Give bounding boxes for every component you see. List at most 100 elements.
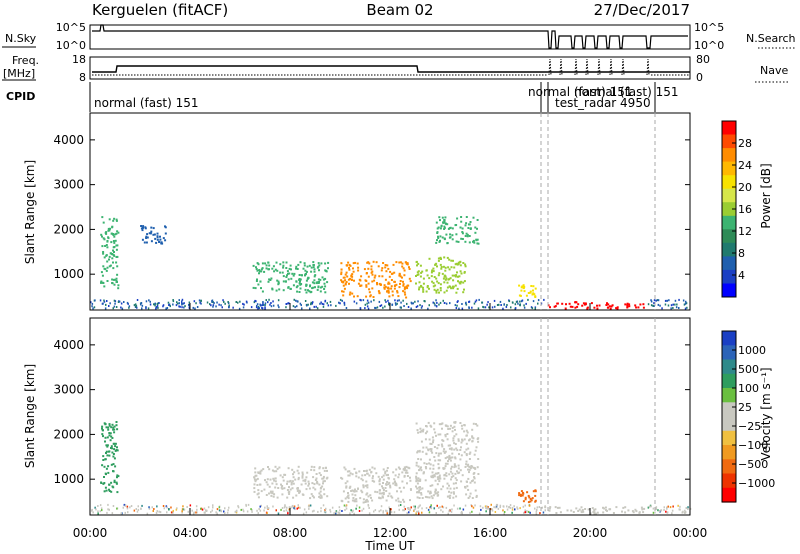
echo-cell [461, 232, 464, 235]
echo-cell [684, 302, 687, 305]
echo-cell [341, 290, 343, 293]
echo-cell [366, 472, 369, 475]
echo-cell [313, 268, 316, 271]
echo-cell [398, 274, 401, 277]
echo-cell [523, 511, 525, 514]
echo-cell [473, 302, 476, 305]
echo-cell [224, 507, 226, 510]
echo-cell [224, 512, 226, 514]
echo-cell [110, 241, 113, 244]
echo-cell [290, 506, 292, 509]
echo-cell [109, 432, 112, 435]
echo-cell [394, 482, 397, 485]
echo-cell [559, 511, 562, 514]
echo-cell [522, 285, 525, 288]
colorbar-segment [722, 430, 736, 446]
echo-cell [110, 490, 113, 493]
echo-cell [277, 487, 280, 489]
echo-cell [212, 504, 214, 507]
echo-cell [373, 467, 376, 470]
echo-cell [461, 227, 464, 230]
echo-cell [112, 240, 115, 242]
echo-cell [440, 443, 443, 446]
echo-cell [365, 295, 368, 298]
echo-cell [460, 454, 463, 457]
echo-cell [111, 512, 114, 515]
echo-cell [683, 511, 686, 514]
echo-cell [389, 270, 392, 273]
echo-cell [420, 492, 423, 494]
echo-cell [478, 298, 480, 301]
echo-cell [319, 474, 322, 477]
cpid-entry-3: test_radar 4950 [555, 96, 651, 110]
echo-cell [415, 512, 417, 515]
echo-cell [354, 494, 357, 497]
echo-cell [368, 507, 370, 509]
echo-cell [417, 465, 420, 468]
echo-cell [465, 232, 468, 235]
echo-cell [427, 421, 430, 424]
echo-cell [407, 306, 410, 308]
echo-cell [461, 303, 463, 305]
echo-cell [499, 506, 501, 509]
echo-cell [485, 510, 487, 513]
echo-cell [616, 307, 619, 310]
echo-cell [318, 269, 320, 272]
echo-cell [114, 302, 116, 305]
echo-cell [264, 304, 266, 306]
echo-cell [374, 509, 377, 512]
echo-cell [106, 436, 109, 439]
echo-cell [642, 303, 645, 306]
echo-cell [434, 490, 437, 493]
echo-cell [471, 428, 474, 431]
echo-cell [388, 506, 390, 509]
echo-cell [436, 265, 438, 268]
echo-cell [365, 493, 368, 496]
echo-cell [346, 275, 349, 278]
echo-cell [432, 441, 434, 444]
echo-cell [341, 477, 344, 480]
echo-cell [343, 466, 346, 469]
echo-cell [300, 274, 303, 277]
echo-cell [105, 450, 108, 453]
echo-cell [385, 499, 388, 502]
echo-cell [258, 307, 260, 310]
echo-cell [367, 504, 370, 507]
echo-cell [110, 445, 113, 448]
echo-cell [371, 466, 374, 469]
echo-cell [443, 477, 446, 480]
echo-cell [99, 510, 102, 513]
echo-cell [275, 509, 277, 512]
echo-cell [464, 485, 466, 488]
echo-cell [261, 307, 264, 310]
echo-cell [335, 304, 337, 307]
echo-cell [207, 506, 210, 509]
echo-cell [178, 299, 180, 302]
echo-cell [245, 504, 247, 507]
echo-cell [452, 279, 455, 282]
echo-cell [529, 291, 532, 294]
echo-cell [432, 285, 435, 288]
echo-cell [387, 299, 389, 302]
echo-cell [382, 493, 385, 496]
echo-cell [308, 482, 310, 485]
echo-cell [356, 295, 359, 298]
echo-cell [346, 470, 349, 473]
echo-cell [687, 508, 689, 510]
echo-cell [388, 302, 390, 305]
echo-cell [324, 510, 327, 513]
echo-cell [282, 264, 285, 267]
echo-cell [453, 504, 455, 507]
echo-cell [476, 219, 479, 221]
echo-cell [464, 240, 467, 243]
echo-cell [519, 304, 521, 307]
echo-cell [292, 496, 295, 499]
station-title: Kerguelen (fitACF) [92, 1, 228, 19]
echo-cell [517, 302, 519, 305]
echo-cell [156, 232, 159, 235]
echo-cell [261, 304, 264, 307]
echo-cell [489, 508, 492, 511]
echo-cell [311, 495, 314, 498]
echo-cell [156, 510, 158, 513]
echo-cell [521, 494, 524, 497]
